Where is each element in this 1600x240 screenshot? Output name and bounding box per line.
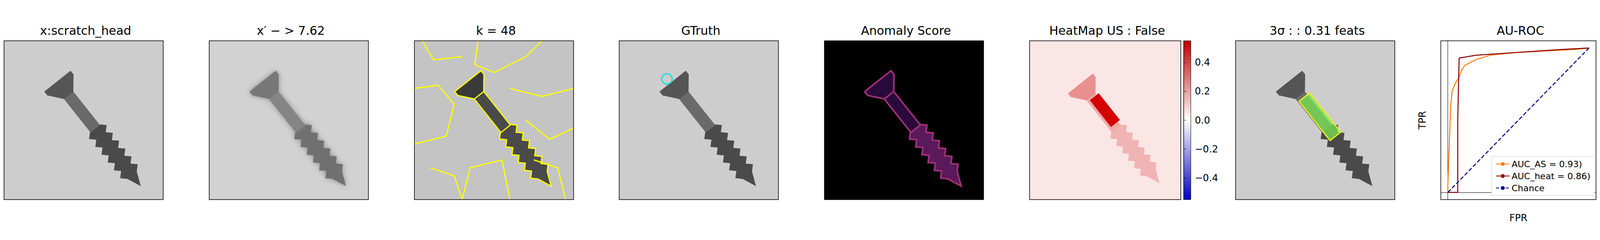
svg-text:Anomaly Score: Anomaly Score	[860, 23, 951, 38]
svg-text:AUC_heat = 0.86): AUC_heat = 0.86)	[1511, 171, 1591, 182]
svg-text:x′ − > 7.62: x′ − > 7.62	[256, 23, 325, 38]
svg-text:0.4: 0.4	[1194, 56, 1210, 68]
svg-text:Chance: Chance	[1511, 183, 1545, 194]
svg-text:GTruth: GTruth	[681, 23, 721, 38]
svg-text:AUC_AS = 0.93): AUC_AS = 0.93)	[1511, 159, 1583, 170]
svg-text:x:scratch_head: x:scratch_head	[40, 23, 132, 38]
svg-text:k = 48: k = 48	[476, 23, 516, 38]
svg-text:−0.2: −0.2	[1194, 143, 1218, 155]
svg-text:HeatMap US : False: HeatMap US : False	[1049, 23, 1166, 38]
svg-text:FPR: FPR	[1509, 212, 1528, 224]
svg-text:0.0: 0.0	[1194, 114, 1210, 126]
svg-text:3σ : : 0.31 feats: 3σ : : 0.31 feats	[1269, 23, 1365, 38]
svg-text:0.2: 0.2	[1194, 85, 1210, 97]
svg-text:AU-ROC: AU-ROC	[1496, 23, 1545, 38]
svg-text:−0.4: −0.4	[1194, 172, 1218, 184]
svg-text:TPR: TPR	[1416, 111, 1428, 130]
